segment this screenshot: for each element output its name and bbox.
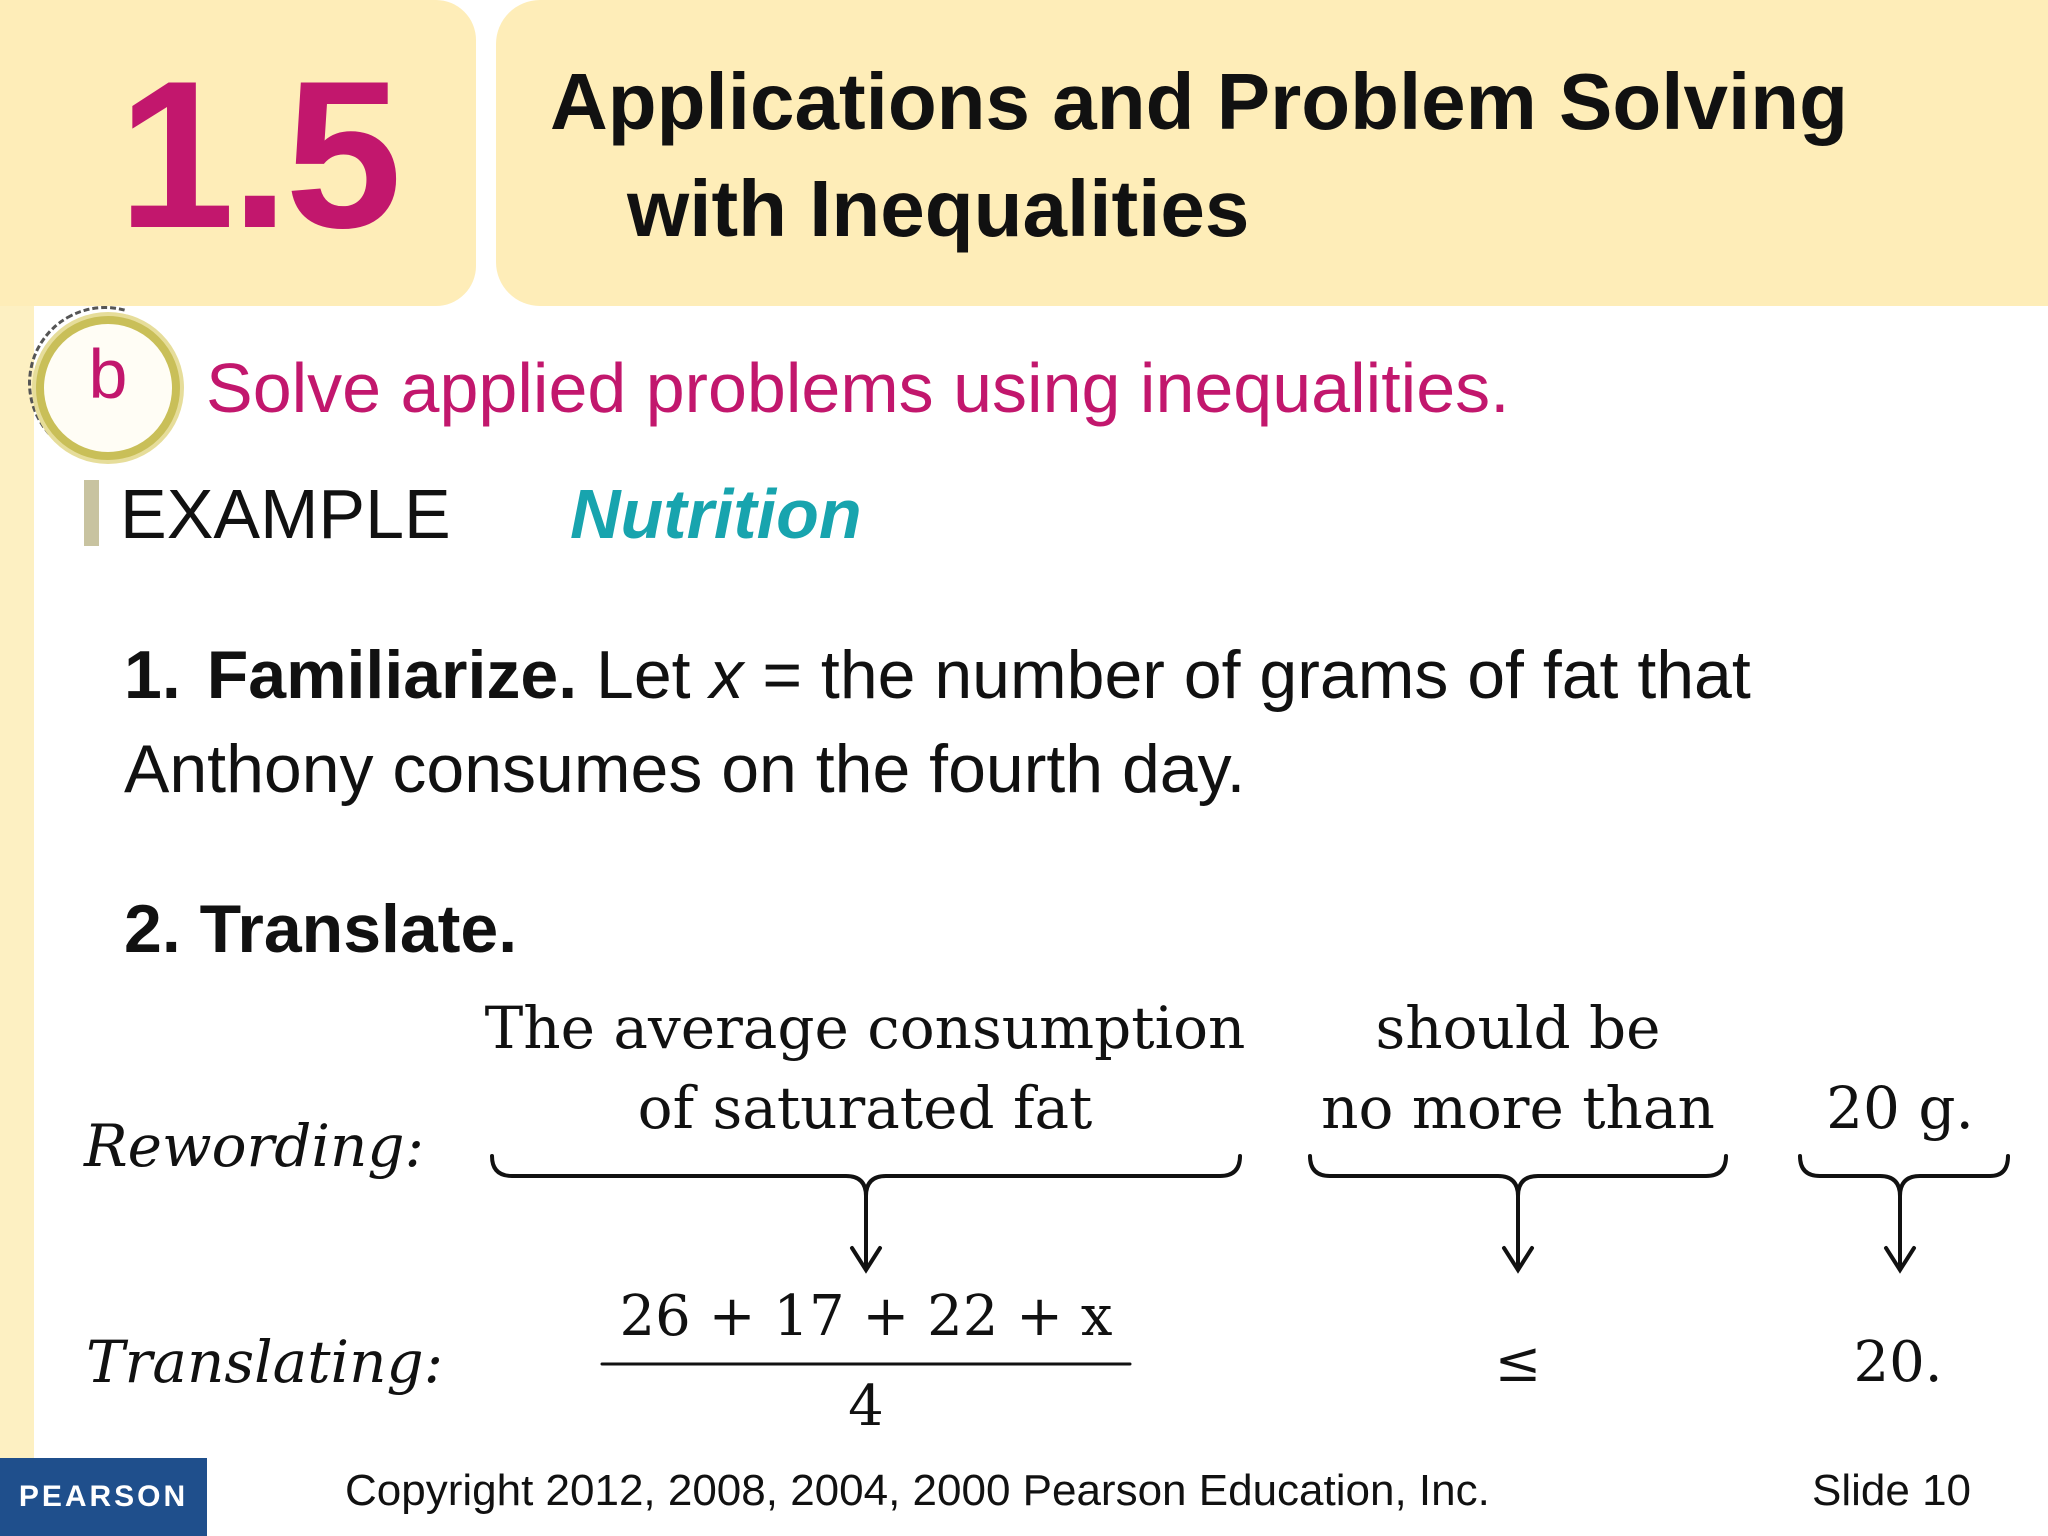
fraction-numerator: 26 + 17 + 22 + x: [619, 1284, 1113, 1349]
rewording-label: Rewording:: [84, 1112, 424, 1180]
title-panel: [496, 0, 2048, 306]
brace-1-arrow: [850, 1194, 882, 1274]
phrase-1-line-1: The average consumption: [484, 994, 1246, 1062]
objective-badge: b: [36, 316, 180, 460]
section-number: 1.5: [118, 37, 402, 272]
step-1-text-b: = the number of grams of fat that: [743, 637, 1751, 713]
objective-text: Solve applied problems using inequalitie…: [206, 349, 1510, 427]
step-1-text-a: Let: [577, 637, 710, 713]
title-line-1: Applications and Problem Solving: [550, 57, 1848, 146]
fraction-denominator: 4: [848, 1374, 884, 1439]
example-marker-bar: [84, 480, 99, 546]
pearson-logo: PEARSON: [0, 1458, 207, 1536]
step-1-line-2: Anthony consumes on the fourth day.: [124, 731, 1246, 807]
phrase-3: 20 g.: [1826, 1074, 1974, 1142]
example-label: EXAMPLE: [120, 475, 451, 553]
step-1-heading: Familiarize.: [206, 637, 578, 713]
section-number-panel: [0, 0, 476, 306]
example-topic: Nutrition: [570, 475, 862, 553]
brace-2-arrow: [1502, 1194, 1534, 1274]
brace-1: [490, 1154, 1242, 1197]
translating-label: Translating:: [86, 1328, 444, 1396]
brace-2: [1308, 1154, 1728, 1197]
footer-copyright: Copyright 2012, 2008, 2004, 2000 Pearson…: [345, 1466, 1490, 1515]
title-line-2: with Inequalities: [627, 164, 1250, 253]
footer-slide-number: Slide 10: [1812, 1466, 1972, 1515]
inequality-symbol: ≤: [1494, 1330, 1542, 1395]
phrase-1-line-2: of saturated fat: [637, 1074, 1093, 1142]
phrase-2-line-1: should be: [1375, 994, 1661, 1062]
step-1-variable: x: [709, 637, 744, 713]
step-1-line-1: 1. Familiarize. Let x = the number of gra…: [124, 636, 1751, 714]
objective-letter: b: [88, 335, 128, 413]
right-hand-side: 20.: [1853, 1330, 1943, 1395]
brace-3-arrow: [1884, 1194, 1916, 1274]
brace-3: [1798, 1154, 2010, 1197]
phrase-2-line-2: no more than: [1321, 1074, 1715, 1142]
step-2-heading: 2. Translate.: [124, 891, 518, 967]
step-1-number: 1.: [124, 637, 181, 713]
